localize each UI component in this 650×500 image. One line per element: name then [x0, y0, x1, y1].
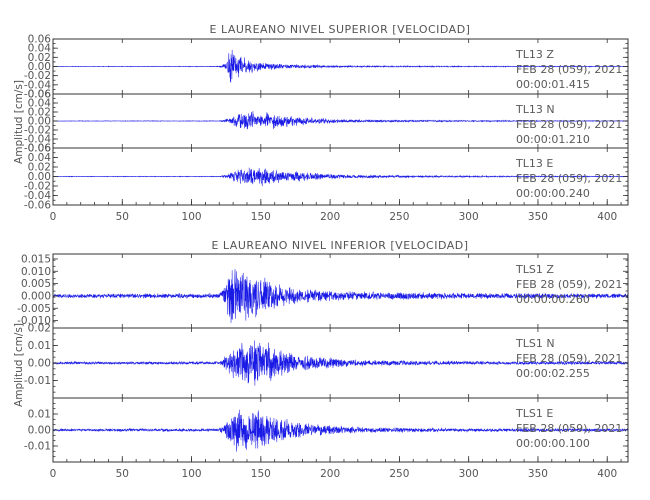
- y-tick-label: 0.04: [28, 152, 52, 164]
- station-label: TLS1 E: [515, 407, 553, 420]
- y-tick-label: -0.005: [17, 303, 51, 315]
- y-tick-label: 0.02: [28, 107, 51, 119]
- waveform-TLS1-E: [53, 409, 628, 452]
- upper-y-axis-label: Amplitud [cm/s]: [13, 80, 25, 164]
- y-tick-label: 0.00: [28, 358, 51, 370]
- y-tick-label: 0.015: [21, 253, 51, 265]
- date-label: FEB 28 (059), 2021: [516, 172, 622, 185]
- trace-box-TLS1-E: 0.01 0.00 -0.01 TLS1 E FEB 28 (059), 2021 00:…: [24, 397, 629, 463]
- lower-y-axis-label: Amplitud [cm/s]: [13, 323, 25, 407]
- station-label: TL13 N: [515, 103, 555, 116]
- x-tick-label: 350: [528, 211, 548, 223]
- y-tick-label: 0.02: [28, 323, 51, 335]
- x-tick-label: 350: [528, 468, 548, 480]
- station-label: TL13 E: [515, 157, 553, 170]
- y-tick-label: 0.00: [28, 425, 51, 437]
- waveform-TL13-Z: [53, 49, 628, 83]
- station-label: TL13 Z: [515, 48, 554, 61]
- y-tick-label: 0.02: [28, 162, 51, 174]
- station-label: TLS1 N: [515, 337, 555, 350]
- waveform-TLS1-Z: [53, 269, 628, 323]
- x-tick-label: 50: [116, 468, 129, 480]
- time-label: 00:00:01.210: [516, 133, 590, 146]
- y-tick-label: -0.04: [24, 190, 51, 202]
- upper-panel-group: E LAUREANO NIVEL SUPERIOR [VELOCIDAD] Am…: [13, 23, 470, 164]
- trace-box-TLS1-N: 0.02 0.01 0.00 -0.01 TLS1 N FEB 28 (059), 202…: [24, 323, 629, 399]
- x-axis: 0 50 100 150 200 250 300 350 400: [50, 456, 622, 480]
- time-label: 00:00:00.100: [516, 437, 590, 450]
- y-tick-label: -0.010: [17, 315, 51, 327]
- lower-panel-group: E LAUREANO NIVEL INFERIOR [VELOCIDAD] Am…: [13, 239, 468, 407]
- x-tick-label: 300: [459, 468, 479, 480]
- x-tick-label: 100: [182, 211, 202, 223]
- x-tick-label: 300: [459, 211, 479, 223]
- date-label: FEB 28 (059), 2021: [516, 422, 622, 435]
- x-tick-label: 200: [320, 211, 340, 223]
- y-tick-label: 0.04: [28, 98, 52, 110]
- y-tick-label: 0.000: [21, 290, 51, 302]
- y-tick-label: -0.02: [24, 125, 51, 137]
- date-label: FEB 28 (059), 2021: [516, 278, 622, 291]
- x-tick-label: 0: [50, 468, 57, 480]
- y-tick-label: 0.00: [28, 116, 51, 128]
- y-tick-label: -0.04: [24, 79, 51, 91]
- time-label: 00:00:00.240: [516, 187, 590, 200]
- time-label: 00:00:01.415: [516, 78, 590, 91]
- x-tick-label: 150: [251, 211, 271, 223]
- y-tick-label: 0.01: [28, 409, 51, 421]
- x-tick-label: 100: [182, 468, 202, 480]
- waveform-TLS1-N: [53, 340, 628, 386]
- y-tick-label: 0.005: [21, 278, 51, 290]
- lower-panel-title: E LAUREANO NIVEL INFERIOR [VELOCIDAD]: [211, 239, 468, 252]
- x-tick-label: 200: [320, 468, 340, 480]
- y-tick-label: 0.02: [28, 52, 51, 64]
- date-label: FEB 28 (059), 2021: [516, 63, 622, 76]
- y-tick-label: -0.06: [24, 89, 51, 101]
- y-tick-label: -0.04: [24, 134, 51, 146]
- x-tick-label: 150: [251, 468, 271, 480]
- y-tick-label: -0.01: [24, 441, 51, 453]
- time-label: 00:00:02.255: [516, 367, 590, 380]
- y-tick-label: 0.06: [28, 34, 52, 46]
- y-tick-label: 0.04: [28, 43, 52, 55]
- y-tick-label: 0.00: [28, 61, 51, 73]
- date-label: FEB 28 (059), 2021: [516, 118, 622, 131]
- y-tick-label: -0.06: [24, 143, 51, 155]
- y-tick-label: 0.06: [28, 143, 52, 155]
- y-tick-label: -0.02: [24, 181, 51, 193]
- date-label: FEB 28 (059), 2021: [516, 352, 622, 365]
- x-tick-label: 400: [597, 468, 617, 480]
- upper-panel-title: E LAUREANO NIVEL SUPERIOR [VELOCIDAD]: [210, 23, 471, 36]
- y-tick-label: 0.00: [28, 171, 51, 183]
- x-tick-label: 250: [389, 468, 409, 480]
- time-label: 00:00:00.260: [516, 293, 590, 306]
- x-tick-label: 0: [50, 211, 57, 223]
- x-tick-label: 50: [116, 211, 129, 223]
- y-tick-label: 0.01: [28, 340, 51, 352]
- station-label: TLS1 Z: [515, 263, 554, 276]
- waveform-TL13-N: [53, 111, 628, 130]
- x-tick-label: 250: [389, 211, 409, 223]
- y-tick-label: -0.01: [24, 375, 51, 387]
- y-tick-label: -0.06: [24, 200, 51, 212]
- x-axis: 0 50 100 150 200 250 300 350 400: [50, 199, 622, 223]
- waveform-TL13-E: [53, 167, 628, 187]
- y-tick-label: 0.010: [21, 266, 51, 278]
- x-tick-label: 400: [597, 211, 617, 223]
- y-tick-label: -0.02: [24, 70, 51, 82]
- y-tick-label: 0.06: [28, 89, 52, 101]
